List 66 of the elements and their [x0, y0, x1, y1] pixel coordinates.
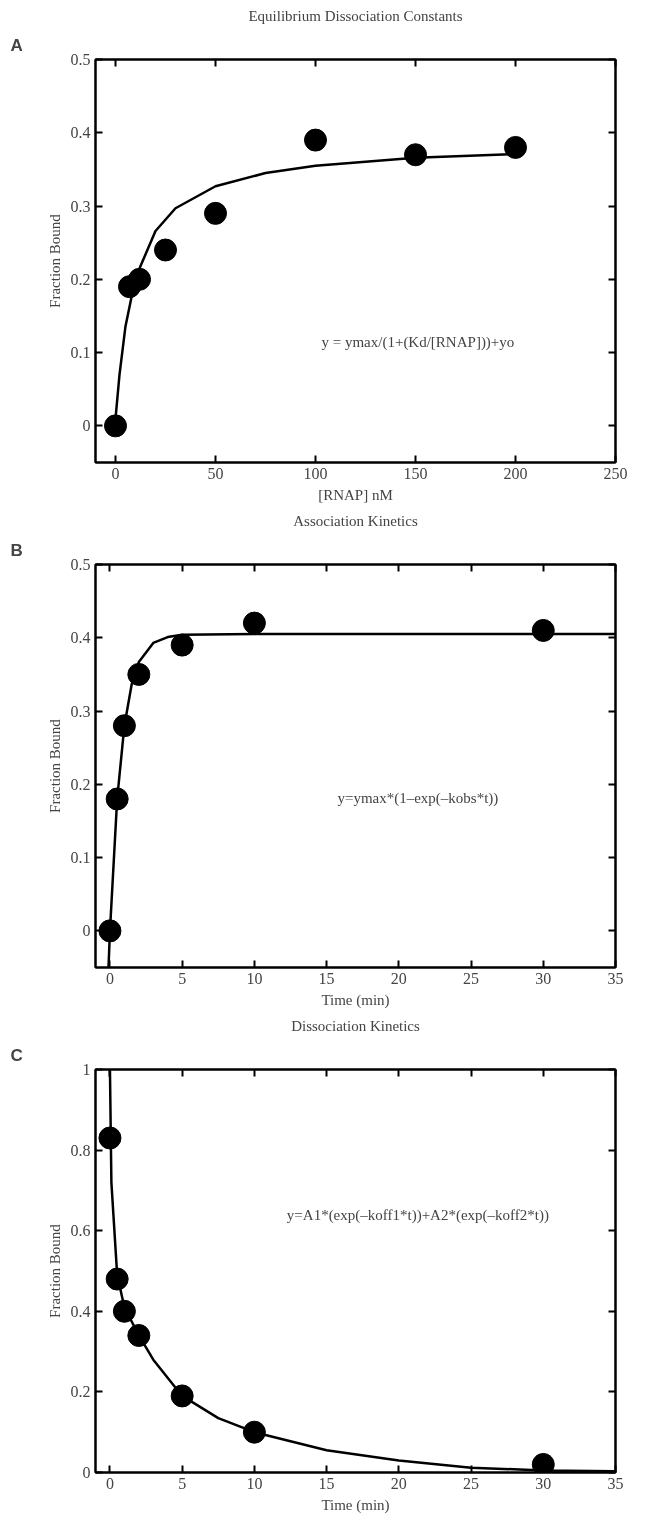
x-tick-label: 25: [463, 1474, 480, 1492]
x-tick-label: 15: [318, 1474, 335, 1492]
x-tick-label: 5: [178, 969, 187, 987]
y-axis-title: Fraction Bound: [46, 718, 63, 813]
y-axis-title: Fraction Bound: [46, 1223, 63, 1318]
x-tick-label: 30: [535, 1474, 552, 1492]
point: [504, 135, 527, 159]
x-tick-label: 20: [390, 969, 407, 987]
x-tick-label: 5: [178, 1474, 187, 1492]
y-tick-label: 0: [82, 417, 91, 435]
point: [105, 1267, 129, 1291]
x-tick-label: 50: [207, 464, 224, 482]
x-tick-label: 0: [111, 464, 120, 482]
point: [242, 611, 266, 635]
x-axis-title: [RNAP] nM: [318, 486, 393, 503]
y-tick-label: 0.4: [70, 124, 91, 142]
x-axis-title: Time (min): [321, 1496, 390, 1514]
point: [128, 267, 151, 291]
text: B: [10, 540, 23, 560]
y-tick-label: 0: [82, 922, 91, 940]
x-tick-label: 20: [390, 1474, 407, 1492]
point: [98, 1126, 122, 1150]
y-tick-label: 0.5: [70, 51, 91, 68]
y-tick-label: 0.5: [70, 556, 91, 573]
point: [154, 238, 177, 262]
chart-title: Equilibrium Dissociation Constants: [248, 7, 463, 24]
x-tick-label: 10: [246, 1474, 263, 1492]
x-tick-label: 100: [303, 464, 328, 482]
y-tick-label: 0.2: [70, 270, 91, 288]
x-tick-label: 150: [403, 464, 428, 482]
y-tick-label: 0.2: [70, 775, 91, 793]
y-tick-label: 1: [82, 1061, 91, 1078]
text: A: [10, 35, 23, 55]
y-tick-label: 0.1: [70, 344, 91, 362]
x-tick-label: 35: [607, 1474, 624, 1492]
text: C: [10, 1045, 23, 1065]
x-tick-label: 250: [603, 464, 628, 482]
x-tick-label: 0: [105, 1474, 114, 1492]
annotation: y = ymax/(1+(Kd/[RNAP]))+yo: [321, 333, 515, 351]
x-tick-label: 35: [607, 969, 624, 987]
x-tick-label: 15: [318, 969, 335, 987]
point: [170, 633, 194, 657]
y-tick-label: 0.3: [70, 197, 91, 215]
y-tick-label: 0.6: [70, 1222, 91, 1240]
y-tick-label: 0.3: [70, 702, 91, 720]
point: [104, 414, 127, 438]
y-tick-label: 0.8: [70, 1141, 91, 1159]
point: [304, 128, 327, 152]
x-axis-title: Time (min): [321, 991, 390, 1009]
x-tick-label: 0: [105, 969, 114, 987]
annotation: y=A1*(exp(–koff1*t))+A2*(exp(–koff2*t)): [286, 1206, 549, 1224]
chart-title: Association Kinetics: [293, 512, 418, 529]
y-tick-label: 0.2: [70, 1383, 91, 1401]
y-tick-label: 0.4: [70, 1302, 91, 1320]
x-tick-label: 200: [503, 464, 528, 482]
point: [531, 618, 555, 642]
point: [112, 1299, 136, 1323]
x-tick-label: 10: [246, 969, 263, 987]
x-tick-label: 25: [463, 969, 480, 987]
point: [204, 201, 227, 225]
y-axis-title: Fraction Bound: [46, 213, 63, 308]
x-tick-label: 30: [535, 969, 552, 987]
y-tick-label: 0.1: [70, 849, 91, 867]
y-tick-label: 0.4: [70, 629, 91, 647]
annotation: y=ymax*(1–exp(–kobs*t)): [337, 790, 499, 808]
chart-title: Dissociation Kinetics: [291, 1017, 421, 1034]
